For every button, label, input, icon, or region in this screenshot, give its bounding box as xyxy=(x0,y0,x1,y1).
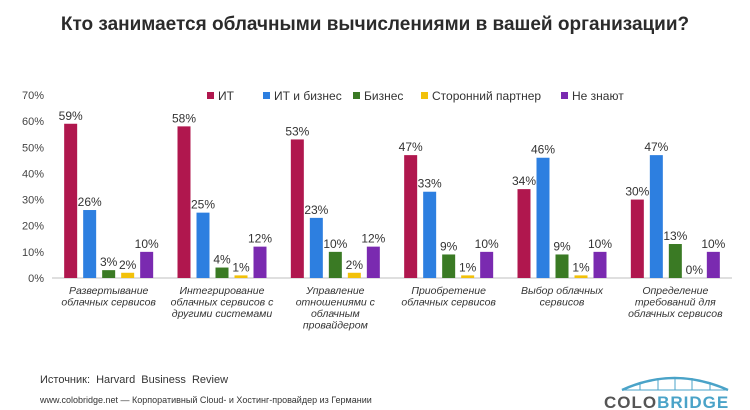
bar xyxy=(536,157,550,278)
bar xyxy=(309,217,323,278)
data-label: 30% xyxy=(625,185,649,199)
footer-text: www.colobridge.net — Корпоративный Cloud… xyxy=(40,395,372,405)
data-label: 1% xyxy=(459,260,477,274)
x-category-label: Выбор облачных сервисов xyxy=(521,285,604,309)
legend-label: Бизнес xyxy=(364,89,403,103)
bar xyxy=(404,155,418,278)
data-label: 12% xyxy=(361,232,385,246)
y-tick-label: 30% xyxy=(22,195,44,207)
logo-text-bridge: BRIDGE xyxy=(657,393,729,410)
bar xyxy=(480,251,494,278)
data-label: 23% xyxy=(304,203,328,217)
data-label: 2% xyxy=(346,258,364,272)
legend-label: Сторонний партнер xyxy=(432,89,541,103)
data-label: 53% xyxy=(285,124,309,138)
y-tick-label: 20% xyxy=(22,221,44,233)
data-label: 9% xyxy=(440,239,458,253)
bar xyxy=(83,210,97,278)
y-tick-label: 70% xyxy=(22,90,44,102)
bar xyxy=(121,272,135,278)
bar xyxy=(668,244,682,278)
bar xyxy=(593,251,607,278)
data-label: 12% xyxy=(248,232,272,246)
x-category-label: Управление отношениями с облачным провайдер… xyxy=(296,285,376,332)
bar xyxy=(234,275,248,278)
data-label: 10% xyxy=(701,237,725,251)
bar xyxy=(461,275,475,278)
bar xyxy=(366,246,380,278)
x-category-label: Приобретение облачных сервисов xyxy=(401,285,496,309)
bar xyxy=(290,139,304,278)
data-label: 10% xyxy=(588,237,612,251)
x-category-label: Определение требований для облачных сервис… xyxy=(628,285,723,320)
bar xyxy=(328,251,342,278)
data-label: 10% xyxy=(323,237,347,251)
bar xyxy=(706,251,720,278)
bar xyxy=(517,189,531,278)
bar xyxy=(64,123,78,278)
data-label: 58% xyxy=(172,111,196,125)
legend-swatch xyxy=(421,92,428,99)
data-label: 0% xyxy=(686,263,704,277)
colobridge-logo: COLOBRIDGE xyxy=(604,376,729,410)
data-label: 1% xyxy=(572,260,590,274)
bar xyxy=(140,251,154,278)
chart-title: Кто занимается облачными вычислениями в … xyxy=(60,14,690,35)
y-tick-label: 0% xyxy=(28,273,44,285)
bar xyxy=(555,254,569,278)
legend-label: ИТ xyxy=(218,89,235,103)
data-label: 10% xyxy=(475,237,499,251)
bar xyxy=(574,275,588,278)
y-tick-label: 40% xyxy=(22,168,44,180)
y-tick-label: 60% xyxy=(22,116,44,128)
data-label: 46% xyxy=(531,143,555,157)
bar xyxy=(423,191,437,278)
legend-swatch xyxy=(561,92,568,99)
bar xyxy=(177,126,191,278)
data-label: 9% xyxy=(553,239,571,253)
data-label: 34% xyxy=(512,174,536,188)
legend-label: ИТ и бизнес xyxy=(274,89,342,103)
svg-text:COLOBRIDGE: COLOBRIDGE xyxy=(604,393,729,410)
data-label: 10% xyxy=(135,237,159,251)
data-label: 59% xyxy=(59,109,83,123)
data-label: 1% xyxy=(232,260,250,274)
data-label: 13% xyxy=(663,229,687,243)
bar xyxy=(196,212,210,278)
x-category-label: Развертывание облачных сервисов xyxy=(61,285,156,309)
data-label: 25% xyxy=(191,198,215,212)
data-label: 47% xyxy=(644,140,668,154)
data-label: 26% xyxy=(78,195,102,209)
legend-swatch xyxy=(263,92,270,99)
legend-swatch xyxy=(353,92,360,99)
legend-label: Не знают xyxy=(572,89,624,103)
x-category-label: Интегрирование облачных сервисов с другими… xyxy=(171,285,274,320)
bar xyxy=(215,267,229,278)
bar xyxy=(649,155,663,278)
data-label: 47% xyxy=(399,140,423,154)
bar xyxy=(442,254,456,278)
y-tick-label: 50% xyxy=(22,142,44,154)
source-note: Источник: Harvard Business Review xyxy=(40,374,229,386)
data-label: 4% xyxy=(213,253,231,267)
bar xyxy=(347,272,361,278)
logo-text-colo: COLO xyxy=(604,393,657,410)
data-label: 33% xyxy=(418,177,442,191)
bar xyxy=(102,270,116,278)
bar xyxy=(253,246,267,278)
bar-chart: 0%10%20%30%40%50%60%70%59%26%3% 2%10%Разв… xyxy=(22,89,732,332)
bar xyxy=(630,199,644,278)
data-label: 2% xyxy=(119,258,137,272)
data-label: 3% xyxy=(100,255,118,269)
y-tick-label: 10% xyxy=(22,247,44,259)
legend-swatch xyxy=(207,92,214,99)
